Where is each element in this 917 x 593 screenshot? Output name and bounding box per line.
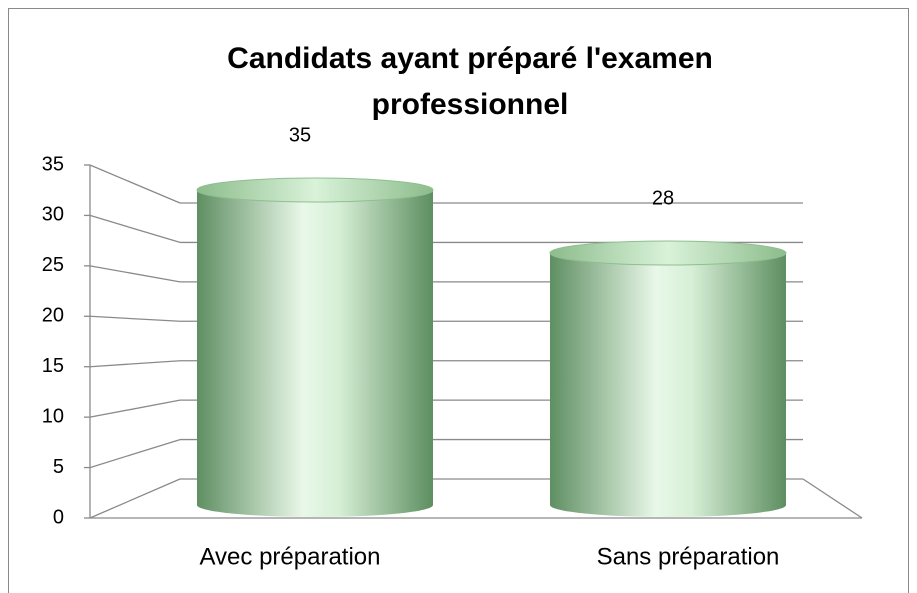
bar-top bbox=[196, 177, 434, 203]
bar-body bbox=[550, 253, 786, 517]
value-label: 28 bbox=[652, 187, 674, 209]
y-tick-label: 30 bbox=[42, 204, 64, 226]
grid-line bbox=[89, 399, 181, 418]
bar-body bbox=[197, 190, 433, 517]
bar-top bbox=[549, 240, 787, 266]
y-tick-label: 35 bbox=[42, 153, 64, 175]
bar bbox=[196, 177, 434, 517]
grid-line bbox=[89, 478, 181, 519]
x-tick-label: Sans préparation bbox=[597, 543, 780, 570]
x-tick-label: Avec préparation bbox=[199, 543, 380, 570]
floor-line bbox=[802, 478, 863, 519]
y-tick-label: 20 bbox=[42, 305, 64, 327]
grid-line bbox=[89, 315, 181, 322]
chart-title: Candidats ayant préparé l'examen bbox=[227, 42, 713, 75]
grid-line bbox=[89, 360, 181, 368]
value-label: 35 bbox=[289, 124, 311, 146]
y-tick-label: 0 bbox=[53, 506, 64, 528]
grid-line bbox=[89, 214, 181, 244]
chart-border bbox=[8, 8, 909, 593]
y-tick-label: 25 bbox=[42, 254, 64, 276]
y-tick-label: 10 bbox=[42, 405, 64, 427]
grid-line bbox=[89, 438, 181, 469]
y-tick-label: 5 bbox=[53, 456, 64, 478]
y-tick-label: 15 bbox=[42, 355, 64, 377]
chart-title: professionnel bbox=[372, 88, 569, 121]
grid-line bbox=[89, 164, 181, 204]
grid-line bbox=[89, 265, 181, 283]
bar bbox=[549, 240, 787, 517]
